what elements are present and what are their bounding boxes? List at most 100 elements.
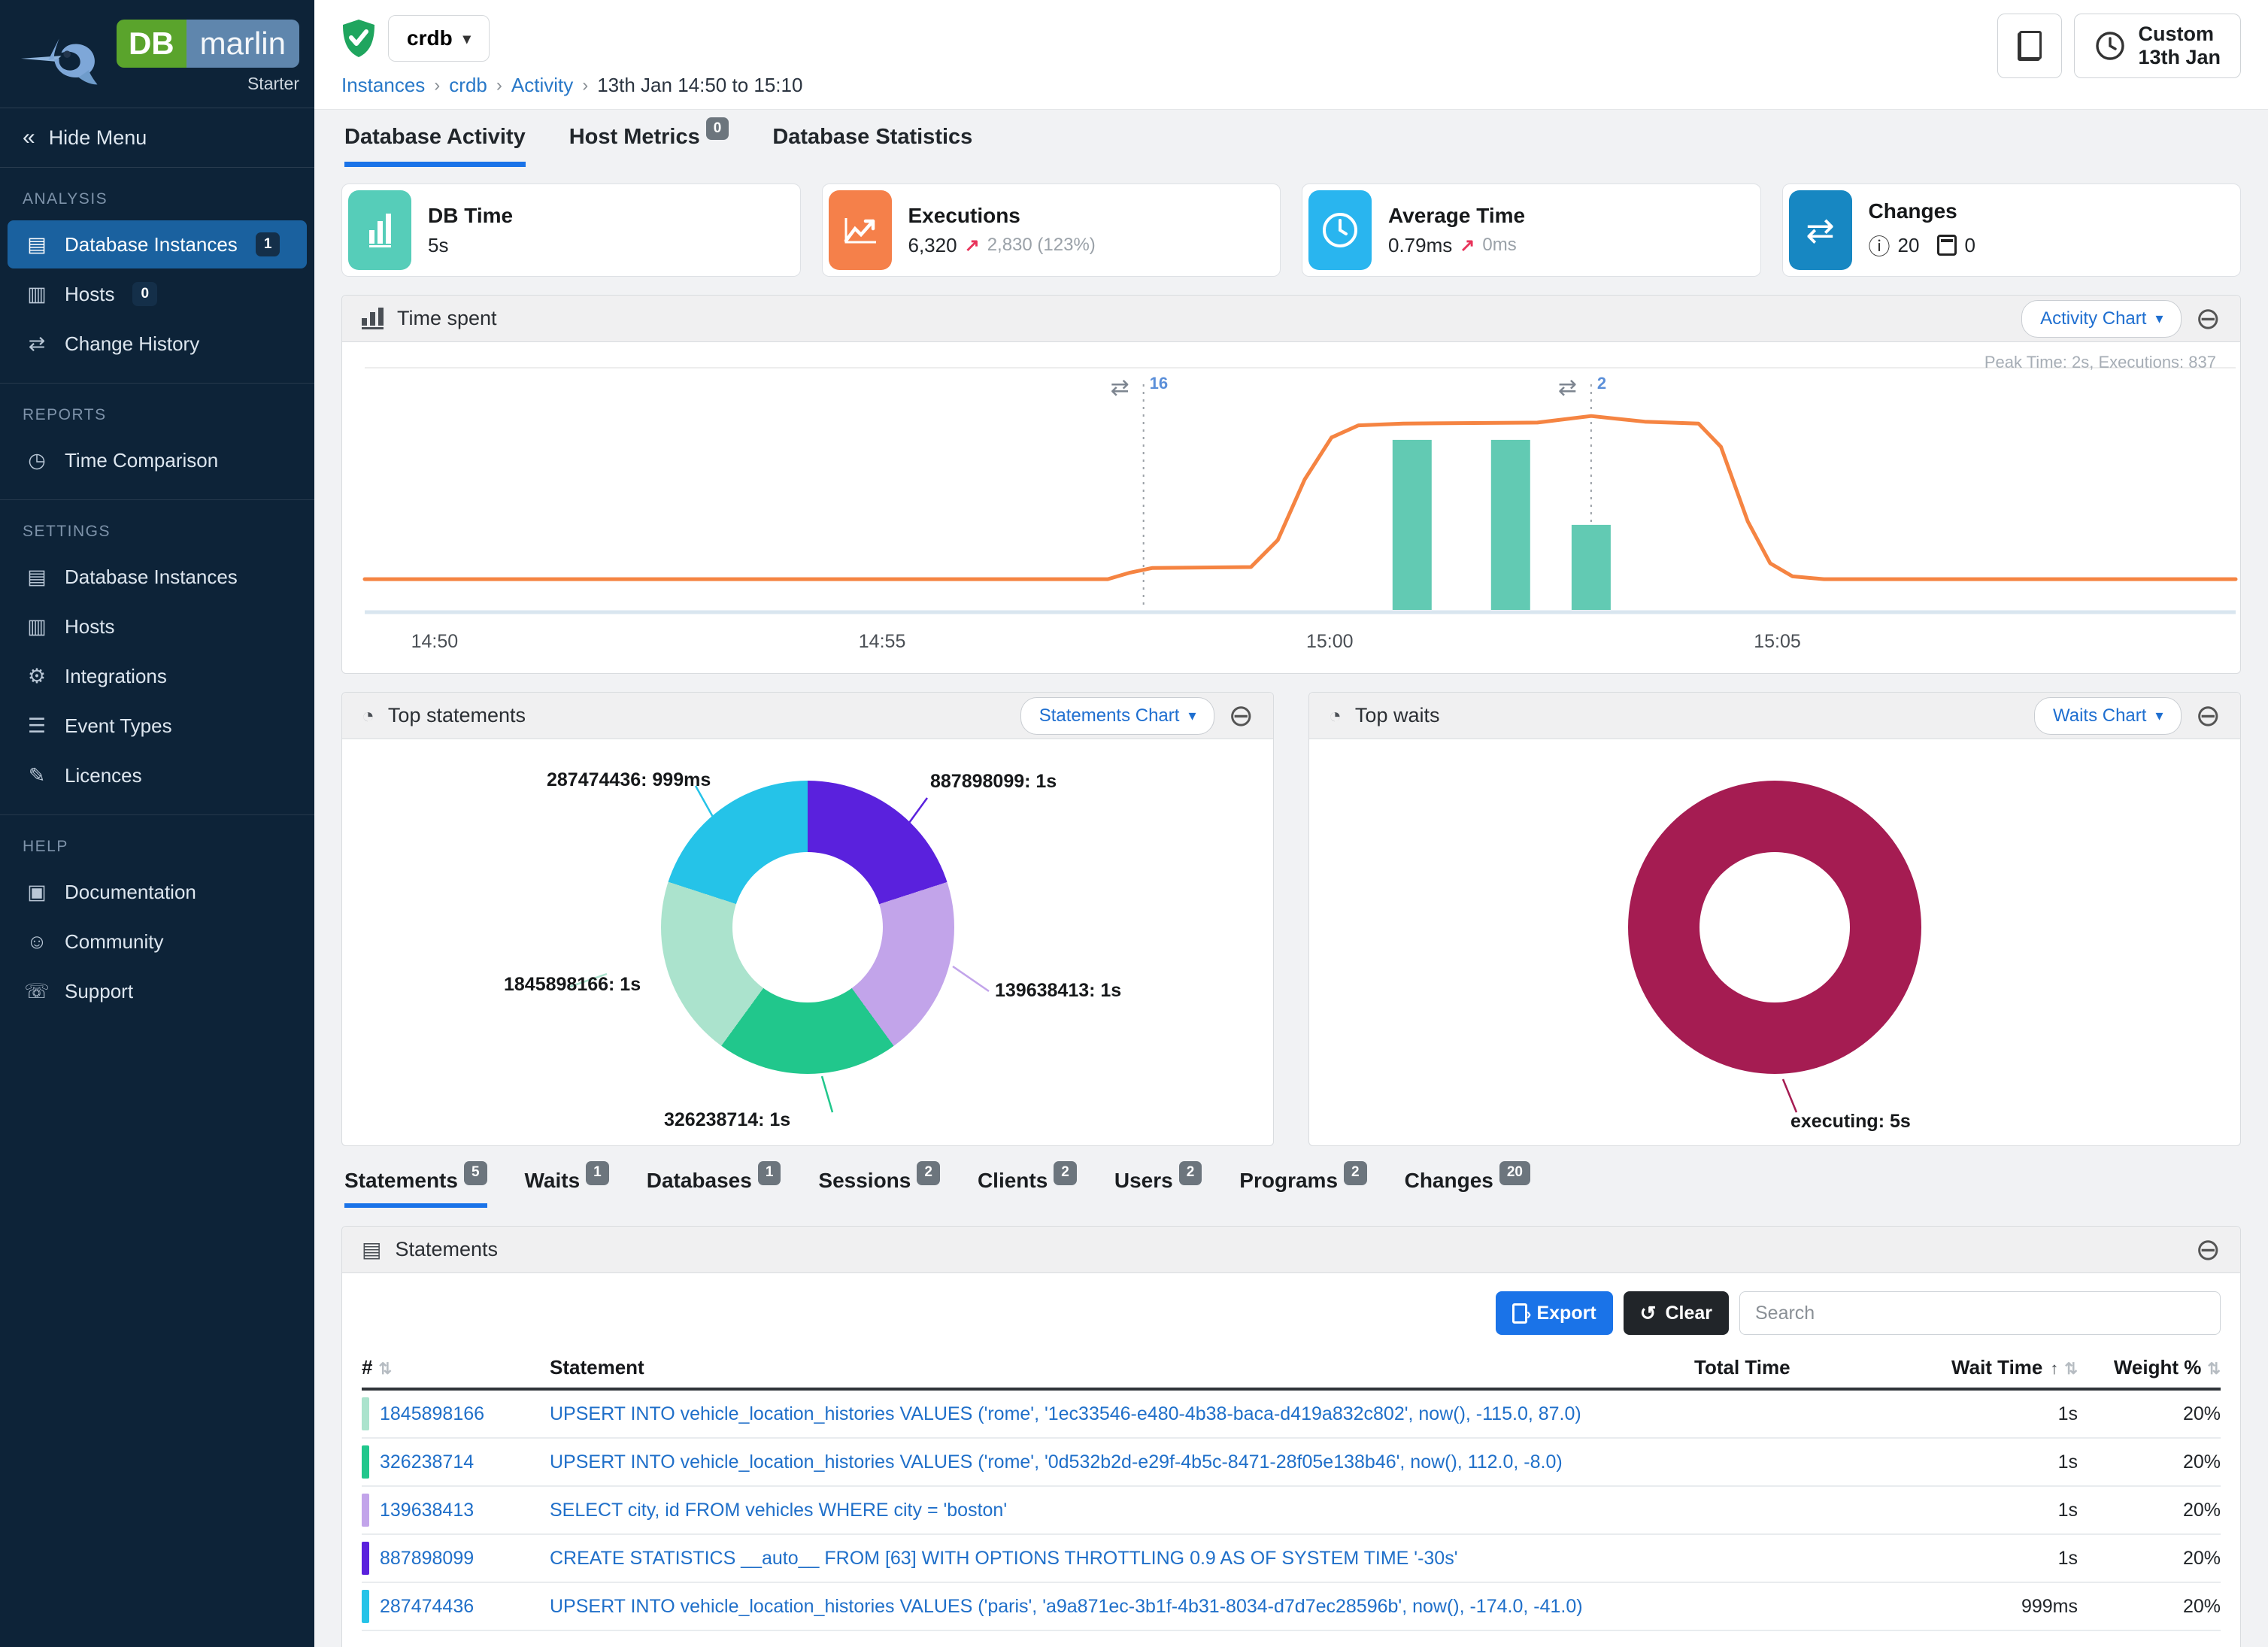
sort-icon: ⇅	[378, 1360, 393, 1378]
sidebar-item-documentation[interactable]: ▣ Documentation	[8, 868, 307, 916]
breadcrumb-crdb[interactable]: crdb	[449, 74, 487, 96]
statement-id-link[interactable]: 287474436	[380, 1595, 475, 1617]
statement-id-link[interactable]: 326238714	[380, 1451, 475, 1473]
statement-id-link[interactable]: 139638413	[380, 1499, 475, 1521]
top-waits-chart: executing: 5s	[1309, 739, 2240, 1145]
tab-database-activity[interactable]: Database Activity	[344, 125, 526, 167]
sidebar-item-hosts[interactable]: ▥ Hosts 0	[8, 270, 307, 318]
copy-link-button[interactable]	[1997, 14, 2063, 78]
sidebar-item-change-history[interactable]: ⇄ Change History	[8, 320, 307, 368]
donut-label: 326238714: 1s	[664, 1109, 791, 1130]
sidebar-item-settings-hosts[interactable]: ▥ Hosts	[8, 602, 307, 651]
statement-sql-link[interactable]: UPSERT INTO vehicle_location_histories V…	[550, 1595, 1583, 1617]
change-history-icon: ⇄	[28, 332, 46, 355]
time-range-button[interactable]: Custom 13th Jan	[2074, 14, 2241, 78]
undo-icon: ↺	[1639, 1301, 1657, 1324]
breadcrumb-separator: ›	[434, 74, 441, 96]
tab-changes[interactable]: Changes 20	[1405, 1161, 1530, 1208]
up-arrow-icon: ↗	[964, 235, 980, 256]
statement-id-link[interactable]: 887898099	[380, 1547, 475, 1569]
sidebar-item-settings-database-instances[interactable]: ▤ Database Instances	[8, 553, 307, 601]
tab-host-metrics[interactable]: Host Metrics 0	[569, 117, 729, 167]
marlin-fish-icon	[20, 38, 98, 84]
sidebar-item-integrations[interactable]: ⚙ Integrations	[8, 652, 307, 700]
logo-db: DB	[116, 20, 186, 68]
app-logo[interactable]: DB marlin Starter	[0, 0, 314, 108]
sort-asc-icon: ↑	[2050, 1358, 2059, 1378]
collapse-panel-icon[interactable]: ⊖	[2195, 1233, 2221, 1266]
hide-menu-button[interactable]: « Hide Menu	[0, 108, 314, 168]
statement-sql-link[interactable]: UPSERT INTO vehicle_location_histories V…	[550, 1451, 1563, 1473]
pie-chart-icon: ◔	[1329, 703, 1342, 727]
pie-chart-icon: ◔	[362, 703, 374, 727]
count-badge: 2	[1178, 1161, 1202, 1185]
col-statement[interactable]: Statement	[550, 1355, 644, 1379]
table-row: 887898099 CREATE STATISTICS __auto__ FRO…	[362, 1535, 2221, 1583]
col-weight[interactable]: Weight % ⇅	[2113, 1355, 2221, 1379]
tab-users[interactable]: Users 2	[1114, 1161, 1202, 1208]
collapse-panel-icon[interactable]: ⊖	[1228, 699, 1254, 733]
info-icon: ⓘ	[1868, 235, 1891, 259]
collapse-panel-icon[interactable]: ⊖	[2195, 699, 2221, 733]
sidebar-item-event-types[interactable]: ☰ Event Types	[8, 702, 307, 750]
statement-sql-link[interactable]: CREATE STATISTICS __auto__ FROM [63] WIT…	[550, 1547, 1458, 1569]
statement-color-chip	[362, 1445, 369, 1479]
section-title: SETTINGS	[23, 523, 111, 540]
statements-chart-select[interactable]: Statements Chart ▾	[1020, 696, 1215, 735]
peak-note: Peak Time: 2s, Executions: 837	[1984, 353, 2216, 372]
weight-value: 20%	[2182, 1403, 2221, 1424]
tab-waits[interactable]: Waits 1	[525, 1161, 609, 1208]
instance-selector[interactable]: crdb ▾	[388, 15, 490, 62]
sidebar-item-community[interactable]: ☺ Community	[8, 918, 307, 966]
card-average-time: Average Time 0.79ms ↗ 0ms	[1302, 184, 1761, 277]
sidebar-item-database-instances[interactable]: ▤ Database Instances 1	[8, 220, 307, 268]
sidebar-item-licences[interactable]: ✎ Licences	[8, 751, 307, 799]
breadcrumb-separator: ›	[496, 74, 502, 96]
tab-programs[interactable]: Programs 2	[1239, 1161, 1367, 1208]
activity-chart-canvas[interactable]: ⇄ 16 ⇄ 2 14:50 14:55 15:00 15:05	[353, 345, 2248, 669]
svg-text:15:00: 15:00	[1306, 631, 1354, 652]
statements-donut[interactable]	[661, 781, 954, 1074]
breadcrumb-current: 13th Jan 14:50 to 15:10	[597, 74, 803, 96]
waits-chart-select[interactable]: Waits Chart ▾	[2033, 696, 2182, 735]
clear-button[interactable]: ↺ Clear	[1623, 1291, 1729, 1335]
sidebar-section-help: HELP ▣ Documentation ☺ Community ☏ Suppo…	[0, 815, 314, 1030]
hosts-icon: ▥	[27, 282, 47, 305]
breadcrumb-activity[interactable]: Activity	[511, 74, 574, 96]
tab-databases[interactable]: Databases 1	[647, 1161, 781, 1208]
col-wait-time[interactable]: Wait Time ↑ ⇅	[1951, 1355, 2078, 1379]
search-input[interactable]	[1739, 1291, 2221, 1335]
up-arrow-icon: ↗	[1460, 235, 1475, 256]
tab-sessions[interactable]: Sessions 2	[818, 1161, 940, 1208]
tab-clients[interactable]: Clients 2	[978, 1161, 1077, 1208]
breadcrumb-separator: ›	[582, 74, 589, 96]
wait-time-value: 999ms	[2021, 1595, 2078, 1617]
export-button[interactable]: Export	[1496, 1291, 1613, 1335]
table-row: 139638413 SELECT city, id FROM vehicles …	[362, 1487, 2221, 1535]
tab-database-statistics[interactable]: Database Statistics	[772, 125, 973, 149]
trend-line-icon	[828, 190, 892, 270]
donut-label: 287474436: 999ms	[547, 769, 711, 790]
activity-chart-select[interactable]: Activity Chart ▾	[2021, 299, 2182, 338]
logo-marlin: marlin	[186, 20, 299, 68]
copy-icon	[2018, 31, 2042, 61]
statements-table: # ⇅ Statement Total Time Wait Time ↑ ⇅ Weig…	[362, 1347, 2221, 1631]
waits-donut[interactable]	[1628, 781, 1921, 1074]
tab-statements[interactable]: Statements 5	[344, 1161, 487, 1208]
statement-color-chip	[362, 1494, 369, 1527]
statement-id-link[interactable]: 1845898166	[380, 1403, 485, 1424]
licences-icon: ✎	[28, 763, 46, 787]
collapse-panel-icon[interactable]: ⊖	[2195, 302, 2221, 335]
breadcrumb-instances[interactable]: Instances	[341, 74, 426, 96]
count-badge: 2	[1344, 1161, 1367, 1185]
statement-sql-link[interactable]: SELECT city, id FROM vehicles WHERE city…	[550, 1499, 1008, 1521]
community-icon: ☺	[26, 930, 47, 953]
count-badge: 1	[586, 1161, 609, 1185]
sidebar-item-time-comparison[interactable]: ◷ Time Comparison	[8, 436, 307, 484]
sidebar-item-support[interactable]: ☏ Support	[24, 979, 134, 1002]
col-id[interactable]: # ⇅	[362, 1355, 393, 1379]
statement-color-chip	[362, 1542, 369, 1575]
top-header: crdb ▾ Instances › crdb › Activity › 13t…	[314, 0, 2268, 110]
col-total-time[interactable]: Total Time	[1694, 1355, 1790, 1379]
statement-sql-link[interactable]: UPSERT INTO vehicle_location_histories V…	[550, 1403, 1581, 1424]
